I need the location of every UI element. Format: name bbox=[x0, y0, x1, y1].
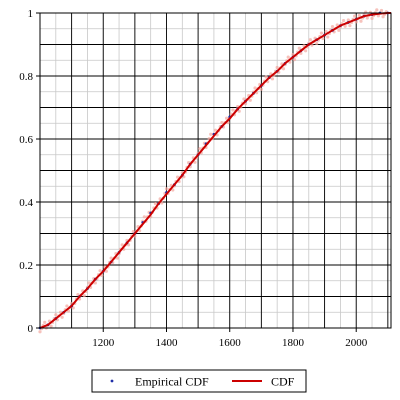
y-tick-label: 0.2 bbox=[19, 260, 33, 272]
empirical-noise-mark bbox=[346, 18, 350, 22]
empirical-noise-mark bbox=[109, 256, 113, 260]
x-tick-label: 1600 bbox=[219, 337, 242, 349]
empirical-noise-mark bbox=[337, 28, 341, 32]
empirical-noise-mark bbox=[330, 24, 335, 29]
empirical-noise-mark bbox=[38, 330, 42, 334]
empirical-noise-mark bbox=[93, 281, 97, 285]
empirical-noise-mark bbox=[359, 19, 363, 23]
tick-labels: 1200 1400 1600 1800 2000 0 0.2 0.4 0.6 0.8 1 bbox=[19, 8, 367, 349]
x-tick-label: 2000 bbox=[345, 337, 368, 349]
empirical-noise-mark bbox=[60, 315, 64, 319]
empirical-noise-mark bbox=[376, 14, 380, 18]
empirical-noise-mark bbox=[270, 77, 275, 81]
empirical-noise-mark bbox=[304, 49, 308, 53]
cdf-line bbox=[39, 12, 391, 329]
empirical-noise-mark bbox=[231, 108, 235, 112]
empirical-noise-mark bbox=[370, 16, 374, 20]
x-tick-label: 1200 bbox=[92, 337, 115, 349]
empirical-noise-mark bbox=[375, 8, 379, 12]
empirical-noise-mark bbox=[259, 87, 263, 91]
empirical-noise-mark bbox=[308, 38, 312, 42]
axis-ticks bbox=[36, 12, 357, 332]
empirical-noise-mark bbox=[286, 55, 290, 59]
empirical-noise-mark bbox=[115, 256, 120, 260]
empirical-noise-mark bbox=[292, 58, 297, 62]
legend: Empirical CDF CDF bbox=[91, 369, 307, 393]
empirical-noise-mark bbox=[343, 24, 347, 28]
empirical-noise-mark bbox=[171, 188, 175, 192]
empirical-noise-mark bbox=[354, 20, 358, 24]
empirical-noise-mark bbox=[310, 43, 314, 47]
empirical-noise-mark bbox=[264, 75, 268, 79]
legend-label-cdf: CDF bbox=[271, 375, 295, 389]
legend-label-empirical-cdf: Empirical CDF bbox=[135, 375, 209, 389]
empirical-noise-mark bbox=[319, 31, 324, 35]
plot-frame bbox=[39, 12, 392, 329]
empirical-noise-mark bbox=[175, 175, 180, 179]
empirical-noise-mark bbox=[153, 201, 158, 206]
empirical-noise-mark bbox=[353, 14, 357, 18]
empirical-noise-mark bbox=[381, 15, 385, 19]
empirical-noise-mark bbox=[49, 324, 53, 328]
x-tick-label: 1800 bbox=[282, 337, 305, 349]
empirical-noise-mark bbox=[237, 109, 241, 113]
empirical-noise-mark bbox=[365, 16, 369, 20]
empirical-noise-mark bbox=[120, 243, 124, 247]
empirical-noise-mark bbox=[248, 98, 252, 102]
empirical-noise-mark bbox=[348, 24, 352, 28]
empirical-noise-mark bbox=[324, 29, 328, 34]
empirical-noise-mark bbox=[242, 97, 246, 101]
empirical-noise-mark bbox=[193, 160, 197, 164]
empirical-noise-mark bbox=[275, 65, 279, 70]
legend-box bbox=[91, 369, 307, 393]
y-tick-label: 0.8 bbox=[19, 71, 33, 83]
empirical-noise-mark bbox=[357, 13, 361, 18]
empirical-noise-mark bbox=[341, 18, 346, 23]
empirical-noise-mark bbox=[335, 23, 339, 27]
empirical-noise-mark bbox=[87, 281, 91, 285]
empirical-noise-mark bbox=[82, 293, 86, 298]
empirical-noise-mark bbox=[326, 35, 330, 39]
empirical-noise-mark bbox=[315, 41, 319, 46]
empirical-noise-mark bbox=[224, 116, 229, 120]
y-tick-label: 1 bbox=[28, 8, 34, 20]
empirical-noise-mark bbox=[253, 86, 257, 90]
empirical-noise-mark bbox=[297, 46, 301, 50]
empirical-noise-mark bbox=[43, 320, 47, 324]
x-tick-label: 1400 bbox=[155, 337, 178, 349]
empirical-noise-mark bbox=[54, 313, 58, 317]
grid bbox=[39, 12, 391, 329]
y-tick-label: 0.4 bbox=[19, 197, 33, 209]
empirical-noise-mark bbox=[104, 269, 109, 273]
empirical-noise-mark bbox=[98, 269, 102, 273]
y-tick-label: 0.6 bbox=[19, 134, 33, 146]
legend-swatch-empirical-cdf bbox=[110, 379, 114, 383]
empirical-noise-mark bbox=[213, 128, 218, 132]
empirical-noise-mark bbox=[209, 132, 213, 136]
empirical-noise-mark bbox=[220, 121, 224, 125]
empirical-noise-mark bbox=[281, 67, 286, 71]
empirical-noise-mark bbox=[321, 36, 325, 41]
empirical-noise-mark bbox=[65, 304, 69, 308]
empirical-noise-mark bbox=[142, 215, 146, 219]
empirical-noise-mark bbox=[198, 147, 202, 151]
empirical-noise-mark bbox=[164, 187, 169, 191]
y-tick-label: 0 bbox=[28, 323, 34, 335]
empirical-noise-mark bbox=[379, 8, 384, 13]
